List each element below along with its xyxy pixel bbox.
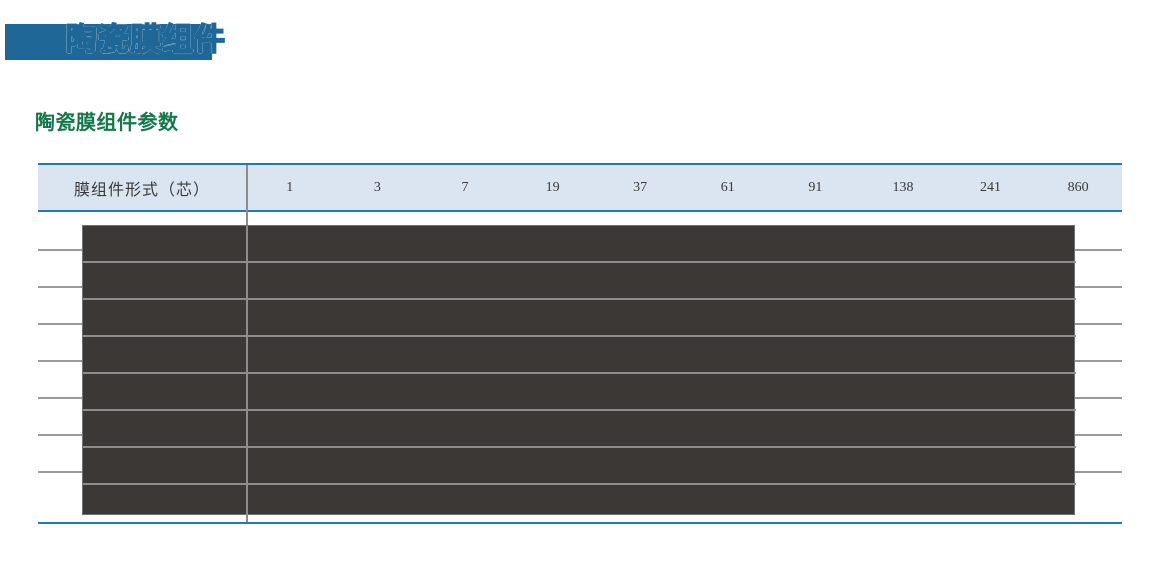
redaction-row-separator (83, 261, 1076, 263)
page-title-block: 陶瓷膜组件 陶瓷膜组件 (0, 0, 1160, 90)
table-header-row: 膜组件形式（芯） 1 3 7 19 37 61 91 138 241 860 (38, 165, 1122, 210)
page-title: 陶瓷膜组件 (65, 21, 226, 59)
table-top-rule (38, 163, 1122, 165)
title-accent-bar (5, 24, 212, 60)
table-header-label: 膜组件形式（芯） (73, 179, 210, 199)
redaction-column-divider (246, 226, 248, 516)
table-header-rule (38, 210, 1122, 212)
redaction-row-separator (83, 335, 1076, 337)
table-header-columns: 1 3 7 19 37 61 91 138 241 860 (246, 165, 1122, 210)
redaction-overlay (82, 225, 1076, 516)
page-title-outline: 陶瓷膜组件 (66, 22, 226, 58)
column-header: 138 (892, 179, 914, 195)
column-header: 3 (373, 179, 381, 195)
section-subtitle: 陶瓷膜组件参数 (35, 110, 179, 134)
column-header: 7 (461, 179, 469, 195)
column-header: 860 (1067, 179, 1089, 195)
redaction-row-separator (83, 372, 1076, 374)
column-header: 91 (808, 179, 823, 195)
column-header: 61 (720, 179, 735, 195)
parameter-table: 膜组件形式（芯） 1 3 7 19 37 61 91 138 241 860 (38, 163, 1122, 525)
redaction-row-separator (83, 483, 1076, 485)
column-header: 19 (545, 179, 560, 195)
column-header: 37 (633, 179, 648, 195)
redaction-row-separator (83, 446, 1076, 448)
redaction-row-separator (83, 298, 1076, 300)
redaction-row-separator (83, 409, 1076, 411)
column-header: 1 (286, 179, 294, 195)
column-header: 241 (980, 179, 1002, 195)
table-bottom-rule (38, 522, 1122, 524)
